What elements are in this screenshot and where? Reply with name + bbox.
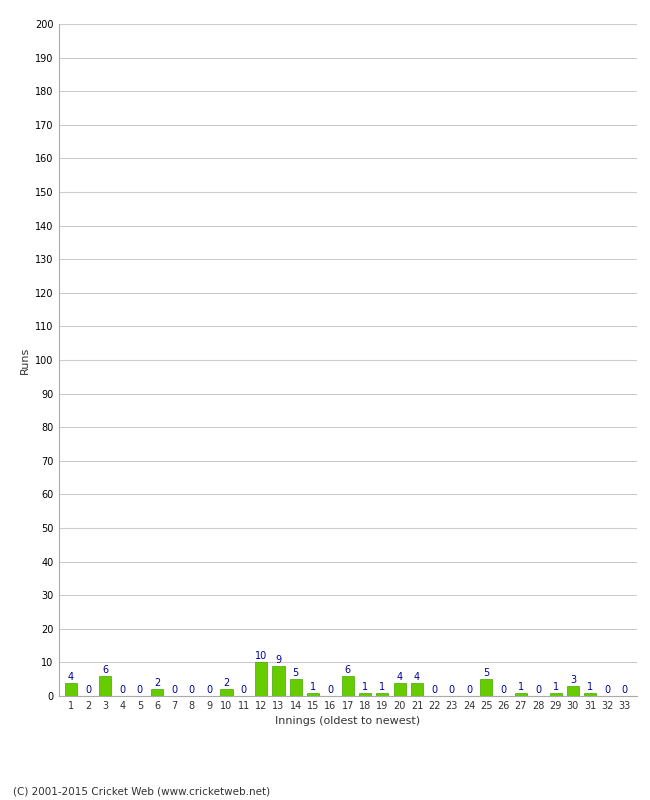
Text: 0: 0 — [535, 685, 541, 695]
Y-axis label: Runs: Runs — [20, 346, 30, 374]
Text: 4: 4 — [396, 671, 403, 682]
Text: 0: 0 — [85, 685, 91, 695]
Text: 0: 0 — [206, 685, 213, 695]
Text: 5: 5 — [483, 668, 489, 678]
Bar — [272, 666, 285, 696]
Text: 4: 4 — [68, 671, 73, 682]
Text: 3: 3 — [570, 675, 576, 685]
Text: 1: 1 — [362, 682, 368, 692]
Text: 1: 1 — [518, 682, 524, 692]
Text: 0: 0 — [120, 685, 125, 695]
Text: 0: 0 — [328, 685, 333, 695]
Text: 9: 9 — [276, 654, 281, 665]
Text: 1: 1 — [587, 682, 593, 692]
Bar — [151, 690, 163, 696]
Text: 0: 0 — [137, 685, 143, 695]
Text: 0: 0 — [432, 685, 437, 695]
Bar — [99, 676, 111, 696]
Bar — [307, 693, 319, 696]
Text: (C) 2001-2015 Cricket Web (www.cricketweb.net): (C) 2001-2015 Cricket Web (www.cricketwe… — [13, 786, 270, 796]
Bar — [480, 679, 492, 696]
Text: 2: 2 — [224, 678, 229, 688]
Bar — [64, 682, 77, 696]
Bar — [376, 693, 389, 696]
Text: 0: 0 — [240, 685, 247, 695]
Bar — [584, 693, 596, 696]
Bar — [549, 693, 562, 696]
Text: 0: 0 — [172, 685, 177, 695]
Text: 6: 6 — [102, 665, 109, 675]
Text: 5: 5 — [292, 668, 299, 678]
Bar — [342, 676, 354, 696]
Bar — [255, 662, 267, 696]
Bar — [220, 690, 233, 696]
Text: 0: 0 — [500, 685, 507, 695]
Text: 0: 0 — [604, 685, 610, 695]
Text: 6: 6 — [344, 665, 351, 675]
Text: 2: 2 — [154, 678, 161, 688]
Text: 0: 0 — [188, 685, 195, 695]
Text: 0: 0 — [622, 685, 628, 695]
Text: 0: 0 — [448, 685, 455, 695]
Text: 1: 1 — [552, 682, 558, 692]
Bar — [290, 679, 302, 696]
Text: 0: 0 — [466, 685, 472, 695]
Bar — [359, 693, 371, 696]
X-axis label: Innings (oldest to newest): Innings (oldest to newest) — [275, 717, 421, 726]
Bar — [394, 682, 406, 696]
Text: 10: 10 — [255, 651, 267, 662]
Bar — [567, 686, 579, 696]
Text: 4: 4 — [414, 671, 420, 682]
Text: 1: 1 — [310, 682, 316, 692]
Bar — [411, 682, 423, 696]
Text: 1: 1 — [380, 682, 385, 692]
Bar — [515, 693, 527, 696]
